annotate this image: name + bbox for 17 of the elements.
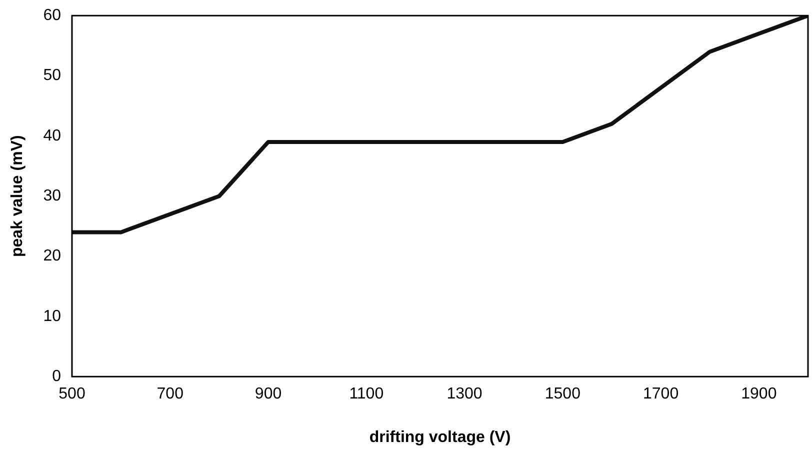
y-tick-label: 10 xyxy=(43,308,62,325)
y-tick-label: 50 xyxy=(43,67,62,84)
x-tick-label: 700 xyxy=(156,386,184,403)
x-tick-label: 1700 xyxy=(643,386,679,403)
x-tick-label: 1300 xyxy=(446,386,482,403)
x-axis-title: drifting voltage (V) xyxy=(369,428,511,446)
y-tick-label: 0 xyxy=(52,368,62,386)
y-tick-label: 60 xyxy=(43,7,62,24)
x-tick-label: 1500 xyxy=(544,386,581,403)
y-axis-title: peak value (mV) xyxy=(9,135,26,258)
x-tick-label: 500 xyxy=(58,386,86,403)
y-tick-label: 20 xyxy=(43,248,62,265)
x-tick-label: 1900 xyxy=(741,386,777,403)
y-tick-label: 40 xyxy=(43,127,62,144)
x-tick-label: 1100 xyxy=(349,386,384,403)
x-tick-label: 900 xyxy=(254,386,282,403)
y-tick-label: 30 xyxy=(43,188,62,205)
